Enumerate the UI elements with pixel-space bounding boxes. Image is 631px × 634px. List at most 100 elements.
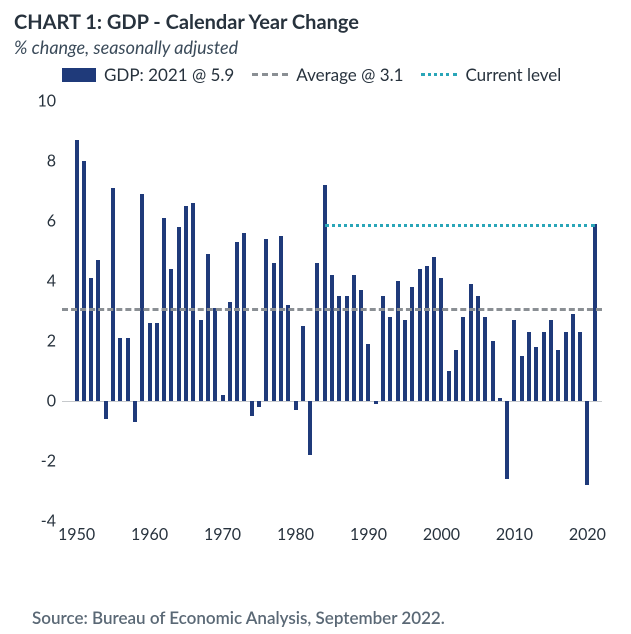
gdp-bar [315, 263, 319, 401]
x-tick-label: 2020 [569, 525, 606, 544]
gdp-bar [432, 257, 436, 401]
gdp-bar [564, 332, 568, 401]
gdp-bar [585, 401, 589, 485]
gdp-bar [286, 305, 290, 401]
x-tick-label: 1950 [58, 525, 95, 544]
y-tick-label: 4 [47, 272, 56, 291]
gdp-bar [359, 290, 363, 401]
gdp-bar [148, 323, 152, 401]
y-tick-label: 10 [37, 92, 56, 111]
gdp-bar [542, 332, 546, 401]
gdp-bar [447, 371, 451, 401]
gdp-bar [140, 194, 144, 401]
gdp-bar [352, 275, 356, 401]
x-tick-label: 1970 [204, 525, 241, 544]
gdp-bar [250, 401, 254, 416]
gdp-bar [388, 317, 392, 401]
gdp-bar [461, 317, 465, 401]
plot-region: -4-2024681019501960197019801990200020102… [62, 101, 602, 521]
gdp-bar [111, 188, 115, 401]
y-tick-label: 2 [47, 332, 56, 351]
gdp-bar [469, 284, 473, 401]
gdp-bar [425, 266, 429, 401]
x-tick-label: 1990 [350, 525, 387, 544]
gdp-bar [191, 203, 195, 401]
gdp-bar [323, 185, 327, 401]
gdp-bar [264, 239, 268, 401]
gdp-bar [330, 275, 334, 401]
gdp-bar [483, 317, 487, 401]
chart-container: CHART 1: GDP - Calendar Year Change % ch… [0, 0, 631, 634]
gdp-bar [228, 302, 232, 401]
gdp-bar [104, 401, 108, 419]
gdp-bar [242, 233, 246, 401]
gdp-bar [221, 395, 225, 401]
gdp-bar [89, 278, 93, 401]
gdp-bar [126, 338, 130, 401]
gdp-bar [403, 320, 407, 401]
legend-item-current: Current level [421, 64, 561, 85]
gdp-bar [498, 398, 502, 401]
legend: GDP: 2021 @ 5.9 Average @ 3.1 Current le… [62, 64, 617, 85]
gdp-bar [337, 296, 341, 401]
legend-label-current: Current level [465, 64, 561, 85]
gdp-bar [82, 161, 86, 401]
gdp-bar [366, 344, 370, 401]
gdp-bar [549, 320, 553, 401]
bar-swatch-icon [62, 68, 96, 82]
gdp-bar [410, 287, 414, 401]
source-text: Source: Bureau of Economic Analysis, Sep… [32, 607, 445, 628]
gdp-bar [571, 314, 575, 401]
gdp-bar [301, 326, 305, 401]
gdp-bar [491, 341, 495, 401]
gdp-bar [476, 296, 480, 401]
x-tick-label: 2000 [423, 525, 460, 544]
y-tick-label: 8 [47, 152, 56, 171]
gdp-bar [556, 350, 560, 401]
gdp-bar [520, 356, 524, 401]
x-tick-label: 2010 [496, 525, 533, 544]
gdp-bar [235, 242, 239, 401]
gdp-bar [206, 254, 210, 401]
gdp-bar [177, 227, 181, 401]
gdp-bar [578, 332, 582, 401]
gdp-bar [505, 401, 509, 479]
gdp-bar [155, 323, 159, 401]
gdp-bar [184, 206, 188, 401]
dash-swatch-icon [252, 73, 288, 76]
gdp-bar [169, 269, 173, 401]
gdp-bar [279, 236, 283, 401]
x-tick-label: 1980 [277, 525, 314, 544]
y-tick-label: -4 [41, 512, 56, 531]
gdp-bar [133, 401, 137, 422]
gdp-bar [75, 140, 79, 401]
y-tick-label: -2 [41, 452, 56, 471]
chart-area: -4 -2 0 2 4 6 8 10 1950 1960 1970 1980 1990 2000 2010 2… [14, 91, 614, 561]
gdp-bar [213, 308, 217, 401]
chart-title: CHART 1: GDP - Calendar Year Change [14, 10, 617, 34]
gdp-bar [272, 263, 276, 401]
y-tick-label: 6 [47, 212, 56, 231]
gdp-bar [418, 269, 422, 401]
gdp-bar [308, 401, 312, 455]
average-line [62, 308, 602, 311]
chart-subtitle: % change, seasonally adjusted [14, 36, 617, 58]
gdp-bar [396, 281, 400, 401]
gdp-bar [439, 278, 443, 401]
gdp-bar [534, 347, 538, 401]
gdp-bar [512, 320, 516, 401]
gdp-bar [374, 401, 378, 404]
dot-swatch-icon [421, 73, 457, 76]
x-tick-label: 1960 [131, 525, 168, 544]
zero-baseline [62, 401, 602, 402]
gdp-bar [527, 332, 531, 401]
gdp-bar [294, 401, 298, 410]
y-tick-label: 0 [47, 392, 56, 411]
gdp-bar [199, 320, 203, 401]
gdp-bar [118, 338, 122, 401]
gdp-bar [454, 350, 458, 401]
legend-item-avg: Average @ 3.1 [252, 64, 403, 85]
gdp-bar [381, 296, 385, 401]
legend-item-bar: GDP: 2021 @ 5.9 [62, 64, 234, 85]
gdp-bar [345, 296, 349, 401]
